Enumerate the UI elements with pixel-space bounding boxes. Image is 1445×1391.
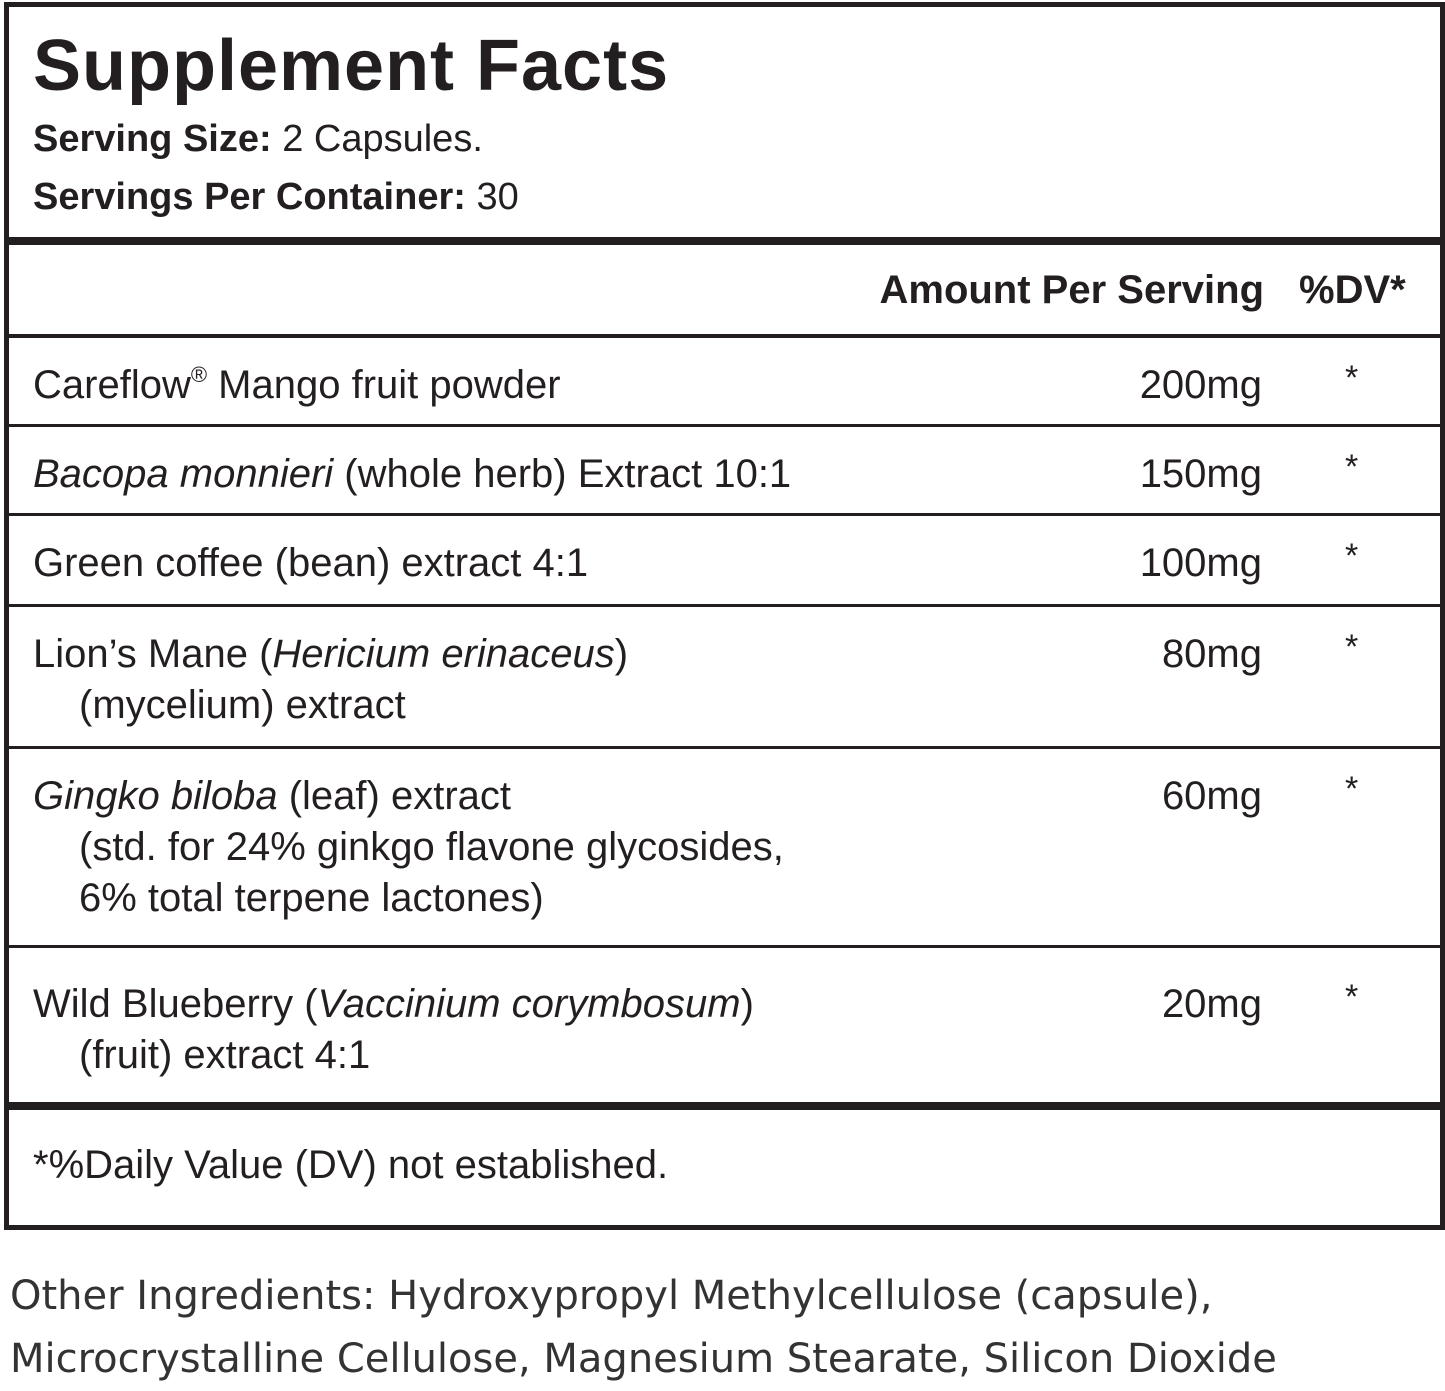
ingredient-amount: 200mg xyxy=(1139,363,1262,407)
ingredient-name: Wild Blueberry (Vaccinium corymbosum) (fr… xyxy=(33,982,754,1077)
ingredient-name: Gingko biloba (leaf) extract (std. for 24… xyxy=(33,774,784,920)
divider xyxy=(9,945,1440,948)
table-row: Wild Blueberry (Vaccinium corymbosum) (fr… xyxy=(9,957,1440,1102)
serving-size-value: 2 Capsules. xyxy=(282,118,483,160)
ingredient-name: Lion’s Mane (Hericium erinaceus) (myceliu… xyxy=(33,632,629,727)
divider xyxy=(9,746,1440,749)
ingredient-amount: 60mg xyxy=(1161,774,1262,818)
ingredient-name: Green coffee (bean) extract 4:1 xyxy=(33,541,589,585)
column-header-amount: Amount Per Serving xyxy=(879,268,1264,312)
ingredient-name: Careflow® Mango fruit powder xyxy=(33,362,561,407)
table-row: Lion’s Mane (Hericium erinaceus) (myceliu… xyxy=(9,607,1440,746)
divider xyxy=(9,513,1440,516)
divider-thick xyxy=(9,237,1440,245)
other-ingredients-line: Microcrystalline Cellulose, Magnesium St… xyxy=(10,1336,1277,1382)
servings-per-container-value: 30 xyxy=(476,176,519,218)
ingredient-amount: 20mg xyxy=(1161,982,1262,1026)
servings-per-container-label: Servings Per Container: xyxy=(33,176,466,218)
table-row: Gingko biloba (leaf) extract (std. for 24… xyxy=(9,749,1440,945)
divider-thick xyxy=(9,1102,1440,1110)
ingredient-amount: 80mg xyxy=(1161,632,1262,676)
ingredient-dv: * xyxy=(1345,537,1359,575)
footnote: *%Daily Value (DV) not established. xyxy=(33,1143,669,1187)
divider xyxy=(9,334,1440,338)
ingredient-dv: * xyxy=(1345,978,1359,1016)
ingredient-amount: 150mg xyxy=(1139,452,1262,496)
ingredient-dv: * xyxy=(1345,359,1359,397)
other-ingredients-line: Other Ingredients: Hydroxypropyl Methylc… xyxy=(10,1273,1213,1319)
ingredient-dv: * xyxy=(1345,770,1359,808)
column-header-dv: %DV* xyxy=(1299,268,1406,312)
supplement-facts-panel: Supplement Facts Serving Size: 2 Capsule… xyxy=(4,2,1445,1230)
serving-size-label: Serving Size: xyxy=(33,118,272,160)
ingredient-dv: * xyxy=(1345,448,1359,486)
table-row: Careflow® Mango fruit powder 200mg * xyxy=(9,338,1440,424)
ingredient-dv: * xyxy=(1345,628,1359,666)
divider xyxy=(9,604,1440,607)
other-ingredients: Other Ingredients: Hydroxypropyl Methylc… xyxy=(10,1265,1430,1391)
table-row: Bacopa monnieri (whole herb) Extract 10:… xyxy=(9,427,1440,513)
servings-per-container: Servings Per Container: 30 xyxy=(33,175,519,219)
serving-size: Serving Size: 2 Capsules. xyxy=(33,117,483,161)
ingredient-name: Bacopa monnieri (whole herb) Extract 10:… xyxy=(33,452,792,496)
ingredient-amount: 100mg xyxy=(1139,541,1262,585)
divider xyxy=(9,424,1440,427)
panel-title: Supplement Facts xyxy=(33,26,670,106)
table-row: Green coffee (bean) extract 4:1 100mg * xyxy=(9,516,1440,604)
